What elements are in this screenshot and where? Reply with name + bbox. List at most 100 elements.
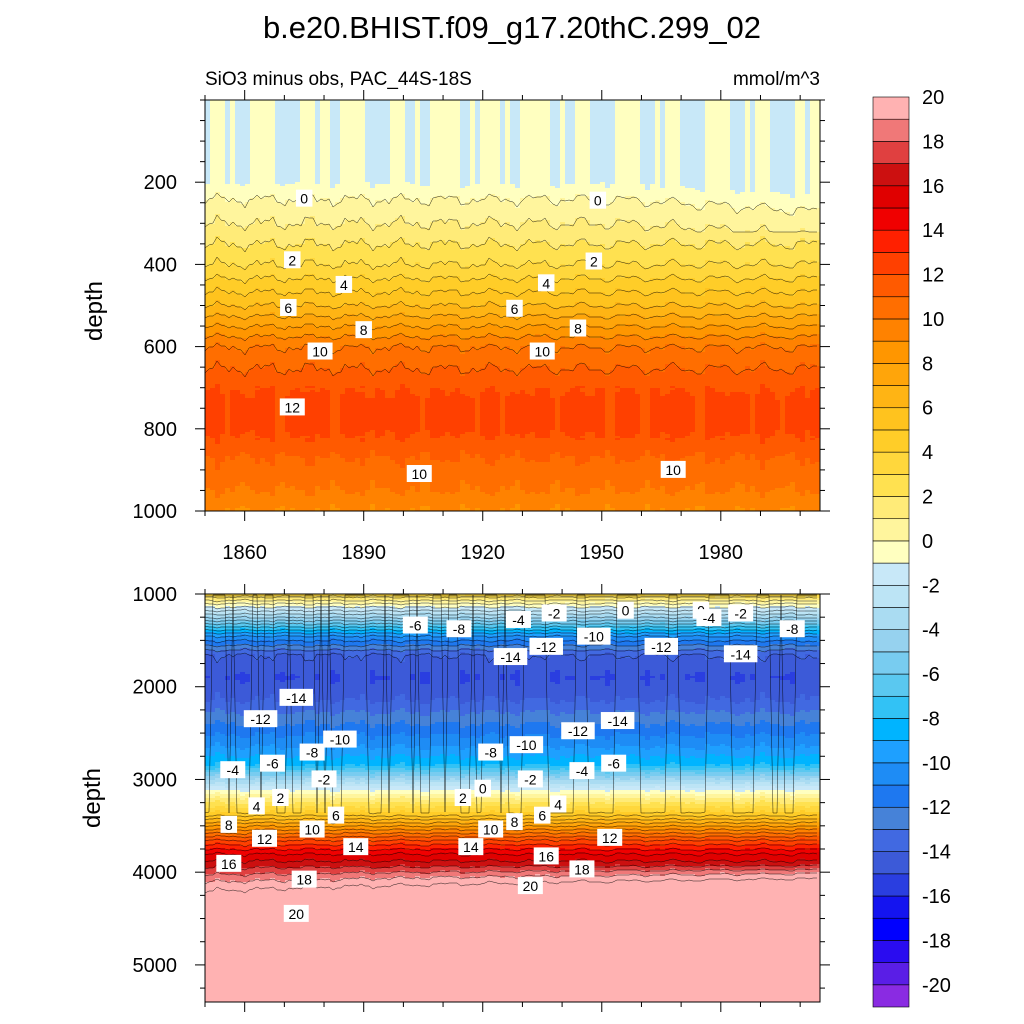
contour-label: 14 <box>458 838 483 855</box>
contour-label-text: 10 <box>534 344 550 360</box>
contour-label: 10 <box>530 343 555 360</box>
bottom-panel: -6-8-4-200-4-2-8-12-10-12-14-14-14-12-10… <box>133 584 831 1012</box>
contour-label-text: -10 <box>584 629 604 645</box>
contour-label-text: -2 <box>524 771 537 787</box>
top-subtitle-left: SiO3 minus obs, PAC_44S-18S <box>205 69 472 90</box>
contour-label: 18 <box>569 860 594 877</box>
colorbar-swatch <box>873 341 909 363</box>
contour-label-text: -2 <box>734 605 747 621</box>
colorbar-tick-label: 4 <box>922 442 933 464</box>
contour-label: 10 <box>308 343 333 360</box>
colorbar-tick-label: 8 <box>922 353 933 375</box>
contour-label: 18 <box>292 871 317 888</box>
contour-label: 20 <box>284 905 309 922</box>
contour-label: -10 <box>577 628 611 645</box>
colorbar-swatch <box>873 829 909 851</box>
contour-label-text: 14 <box>348 839 364 855</box>
colorbar-swatch <box>873 363 909 385</box>
contour-label: -14 <box>724 645 758 662</box>
colorbar-swatch <box>873 164 909 186</box>
contour-label-text: 2 <box>459 790 467 806</box>
contour-label: -8 <box>478 744 503 761</box>
contour-label-text: 20 <box>288 906 304 922</box>
top-subtitle-right: mmol/m^3 <box>733 69 820 90</box>
colorbar-swatch <box>873 97 909 119</box>
contour-label: 6 <box>328 807 345 824</box>
contour-label: 6 <box>506 300 523 317</box>
contour-label-text: -8 <box>306 745 319 761</box>
colorbar-tick-label: 2 <box>922 487 933 509</box>
contour-label: 2 <box>455 789 472 806</box>
contour-label: 2 <box>272 789 289 806</box>
x-tick-label: 1920 <box>460 542 505 564</box>
colorbar-swatch <box>873 141 909 163</box>
colorbar-swatch <box>873 208 909 230</box>
colorbar-swatch <box>873 985 909 1007</box>
figure-title: b.e20.BHIST.f09_g17.20thC.299_02 <box>263 10 761 45</box>
colorbar-tick-label: -6 <box>922 664 940 686</box>
y-tick-label: 3000 <box>133 769 178 791</box>
y-tick-label: 800 <box>144 419 177 441</box>
contour-label-text: 6 <box>284 300 292 316</box>
contour-label-text: 8 <box>574 321 582 337</box>
contour-label-text: 16 <box>538 848 554 864</box>
contour-label-text: -6 <box>409 618 422 634</box>
colorbar-tick-label: -10 <box>922 753 951 775</box>
contour-label-text: 12 <box>257 831 273 847</box>
contour-label: 0 <box>590 192 607 209</box>
colorbar-swatch <box>873 741 909 763</box>
x-tick-label: 1980 <box>699 542 744 564</box>
colorbar-swatch <box>873 497 909 519</box>
contour-label-text: -4 <box>512 612 525 628</box>
colorbar-tick-label: 10 <box>922 309 944 331</box>
colorbar-swatch <box>873 763 909 785</box>
contour-label: -4 <box>220 761 245 778</box>
contour-label: -6 <box>260 755 285 772</box>
contour-label: -12 <box>529 638 563 655</box>
contour-label: -12 <box>244 710 278 727</box>
colorbar-swatch <box>873 519 909 541</box>
contour-label: -2 <box>542 604 567 621</box>
contour-label-text: 10 <box>483 822 499 838</box>
contour-label-text: 0 <box>594 193 602 209</box>
contour-label: 16 <box>216 855 241 872</box>
colorbar-swatch <box>873 563 909 585</box>
contour-label-text: -6 <box>266 756 279 772</box>
x-tick-label: 1860 <box>222 542 267 564</box>
colorbar-swatch <box>873 230 909 252</box>
contour-label-text: 8 <box>225 817 233 833</box>
contour-label-text: -12 <box>250 711 270 727</box>
colorbar-swatch <box>873 474 909 496</box>
contour-label-text: 2 <box>590 254 598 270</box>
contour-label-text: -10 <box>330 732 350 748</box>
colorbar-swatch <box>873 718 909 740</box>
contour-label: -6 <box>601 755 626 772</box>
colorbar-tick-label: -12 <box>922 797 951 819</box>
contour-label: 8 <box>570 320 587 337</box>
colorbar-tick-label: 6 <box>922 398 933 420</box>
colorbar-swatch <box>873 119 909 141</box>
colorbar-tick-label: 16 <box>922 176 944 198</box>
colorbar-swatch <box>873 674 909 696</box>
contour-label-text: -14 <box>731 646 751 662</box>
contour-label-text: 16 <box>221 856 237 872</box>
contour-label: -4 <box>506 611 531 628</box>
contour-label: 14 <box>343 838 368 855</box>
contour-label: -8 <box>300 744 325 761</box>
contour-label-text: -12 <box>568 723 588 739</box>
colorbar-tick-label: 20 <box>922 87 944 109</box>
contour-label-text: 2 <box>288 252 296 268</box>
contour-label-text: 4 <box>340 277 348 293</box>
y-tick-label: 2000 <box>133 677 178 699</box>
contour-label: 0 <box>296 190 313 207</box>
colorbar-swatch <box>873 785 909 807</box>
colorbar-tick-label: -16 <box>922 886 951 908</box>
contour-label: -2 <box>728 604 753 621</box>
y-tick-label: 4000 <box>133 862 178 884</box>
contour-label-text: -2 <box>548 605 561 621</box>
contour-label: -14 <box>280 689 314 706</box>
contour-label-text: 18 <box>574 861 590 877</box>
colorbar-swatch <box>873 319 909 341</box>
